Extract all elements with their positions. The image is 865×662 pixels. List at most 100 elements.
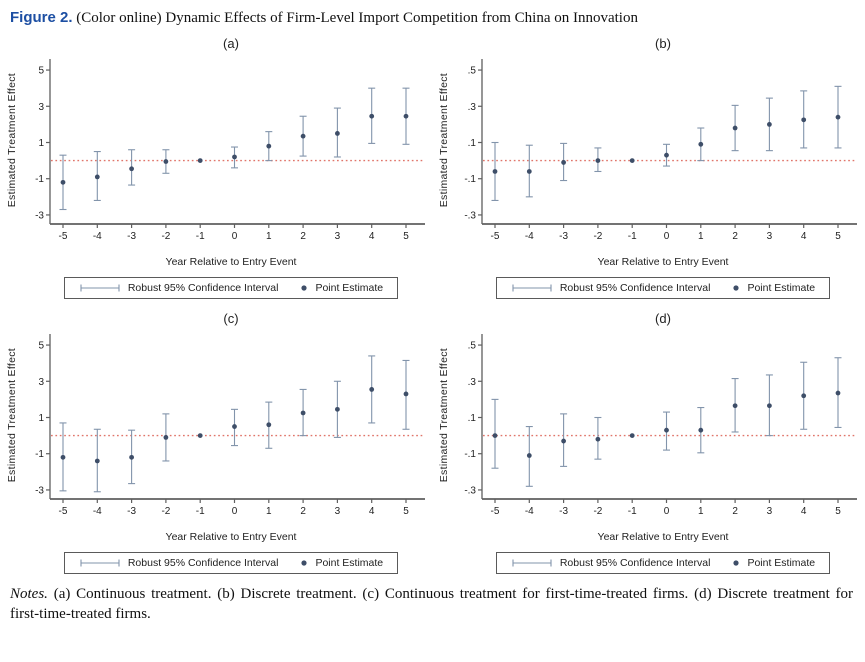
svg-text:-5: -5: [59, 231, 68, 242]
confidence-interval-icon: [512, 284, 552, 292]
svg-text:-1: -1: [628, 506, 637, 517]
svg-text:-4: -4: [93, 506, 102, 517]
panel-a-label: (a): [223, 35, 239, 51]
svg-text:.5: .5: [468, 340, 477, 351]
svg-text:-1: -1: [35, 174, 44, 185]
svg-text:5: 5: [38, 340, 44, 351]
svg-text:2: 2: [732, 231, 738, 242]
svg-text:1: 1: [266, 231, 272, 242]
panel-d-plot-row: Estimated Treatment Effect -.3 -.1 .1 .3 .5 -…: [436, 329, 862, 527]
svg-text:2: 2: [732, 506, 738, 517]
svg-text:.3: .3: [468, 377, 477, 388]
point-estimate-icon: [301, 560, 308, 566]
svg-text:-5: -5: [491, 506, 500, 517]
svg-text:-1: -1: [628, 231, 637, 242]
legend-point-label: Point Estimate: [315, 281, 384, 294]
svg-text:3: 3: [767, 231, 773, 242]
svg-text:3: 3: [335, 231, 341, 242]
svg-text:-.1: -.1: [464, 174, 476, 185]
panel-grid: (a) Estimated Treatment Effect -3 -1 1 3 5 -5…: [0, 32, 865, 574]
svg-text:-3: -3: [127, 506, 136, 517]
panel-c-y-axis-label: Estimated Treatment Effect: [6, 347, 18, 482]
svg-text:-3: -3: [127, 231, 136, 242]
svg-text:5: 5: [403, 231, 409, 242]
svg-text:-.3: -.3: [464, 485, 476, 496]
panel-d-y-axis-label: Estimated Treatment Effect: [438, 347, 450, 482]
svg-text:.3: .3: [468, 102, 477, 113]
svg-text:4: 4: [369, 231, 375, 242]
svg-text:-2: -2: [161, 506, 170, 517]
confidence-interval-icon: [512, 559, 552, 567]
svg-text:4: 4: [369, 506, 375, 517]
svg-text:-4: -4: [93, 231, 102, 242]
svg-text:-.1: -.1: [464, 449, 476, 460]
legend-ci-label: Robust 95% Confidence Interval: [127, 556, 279, 569]
panel-b-label: (b): [655, 35, 671, 51]
legend-point-label: Point Estimate: [747, 556, 816, 569]
panel-d-x-axis-label: Year Relative to Entry Event: [597, 530, 729, 543]
svg-text:1: 1: [266, 506, 272, 517]
svg-text:-3: -3: [559, 231, 568, 242]
svg-text:2: 2: [300, 506, 306, 517]
panel-a-plot-row: Estimated Treatment Effect -3 -1 1 3 5 -5 -4 -3…: [4, 54, 430, 252]
figure-caption: Figure 2. (Color online) Dynamic Effects…: [0, 0, 865, 32]
legend-point-label: Point Estimate: [747, 281, 816, 294]
svg-text:-4: -4: [525, 506, 534, 517]
svg-text:1: 1: [698, 231, 704, 242]
svg-text:-3: -3: [35, 485, 44, 496]
panel-b-legend: Robust 95% Confidence Interval Point Est…: [495, 276, 831, 299]
svg-text:5: 5: [835, 231, 841, 242]
svg-text:-2: -2: [593, 506, 602, 517]
svg-text:4: 4: [801, 231, 807, 242]
point-estimate-icon: [733, 560, 740, 566]
panel-d-label: (d): [655, 310, 671, 326]
figure-notes: Notes. (a) Continuous treatment. (b) Dis…: [0, 574, 865, 625]
figure-title-text: (Color online) Dynamic Effects of Firm-L…: [76, 10, 638, 26]
legend-ci-label: Robust 95% Confidence Interval: [559, 281, 711, 294]
panel-c-label: (c): [223, 310, 239, 326]
event-study-plot-d: -.3 -.1 .1 .3 .5 -5 -4 -3 -2 -1 0 1 2 3 4 5: [464, 333, 857, 517]
panel-d: (d) Estimated Treatment Effect -.3 -.1 .1.…: [436, 309, 862, 574]
svg-text:1: 1: [698, 506, 704, 517]
svg-text:-1: -1: [35, 449, 44, 460]
svg-text:3: 3: [38, 377, 44, 388]
confidence-interval-icon: [80, 284, 120, 292]
svg-text:4: 4: [801, 506, 807, 517]
svg-text:0: 0: [664, 506, 670, 517]
svg-text:0: 0: [232, 506, 238, 517]
svg-text:-.3: -.3: [464, 210, 476, 221]
svg-text:-5: -5: [491, 231, 500, 242]
panel-a-legend: Robust 95% Confidence Interval Point Est…: [63, 276, 399, 299]
panel-a: (a) Estimated Treatment Effect -3 -1 1 3 5 -5…: [4, 34, 430, 299]
figure-number-label: Figure 2.: [10, 9, 73, 26]
svg-text:.1: .1: [468, 413, 477, 424]
point-estimate-icon: [733, 285, 740, 291]
event-study-plot-c: -3 -1 1 3 5 -5 -4 -3 -2 -1 0 1 2 3 4 5: [35, 333, 425, 517]
panel-c-plot-row: Estimated Treatment Effect -3 -1 1 3 5 -5 -4 -3…: [4, 329, 430, 527]
panel-b-plot-row: Estimated Treatment Effect -.3 -.1.1.3.5-…: [436, 54, 862, 252]
panel-b-x-axis-label: Year Relative to Entry Event: [597, 255, 729, 268]
svg-text:0: 0: [232, 231, 238, 242]
svg-text:3: 3: [38, 102, 44, 113]
svg-text:-5: -5: [59, 506, 68, 517]
svg-text:2: 2: [300, 231, 306, 242]
point-estimate-icon: [301, 285, 308, 291]
panel-a-x-axis-label: Year Relative to Entry Event: [165, 255, 297, 268]
event-study-plot-a: -3 -1 1 3 5 -5 -4 -3 -2 -1 0 1 2 3 4 5: [35, 58, 425, 242]
svg-text:5: 5: [38, 65, 44, 76]
svg-text:.5: .5: [468, 65, 477, 76]
panel-c-legend: Robust 95% Confidence Interval Point Est…: [63, 551, 399, 574]
panel-d-legend: Robust 95% Confidence Interval Point Est…: [495, 551, 831, 574]
panel-c: (c) Estimated Treatment Effect -3 -1 1 3 5 -5…: [4, 309, 430, 574]
notes-text: (a) Continuous treatment. (b) Discrete t…: [10, 585, 854, 622]
svg-text:5: 5: [835, 506, 841, 517]
svg-text:-4: -4: [525, 231, 534, 242]
panel-c-x-axis-label: Year Relative to Entry Event: [165, 530, 297, 543]
legend-ci-label: Robust 95% Confidence Interval: [127, 281, 279, 294]
panel-b: (b) Estimated Treatment Effect -.3 -.1 .1.…: [436, 34, 862, 299]
svg-text:0: 0: [664, 231, 670, 242]
svg-text:3: 3: [767, 506, 773, 517]
panel-b-y-axis-label: Estimated Treatment Effect: [438, 72, 450, 207]
svg-text:-2: -2: [161, 231, 170, 242]
svg-text:-1: -1: [196, 231, 205, 242]
